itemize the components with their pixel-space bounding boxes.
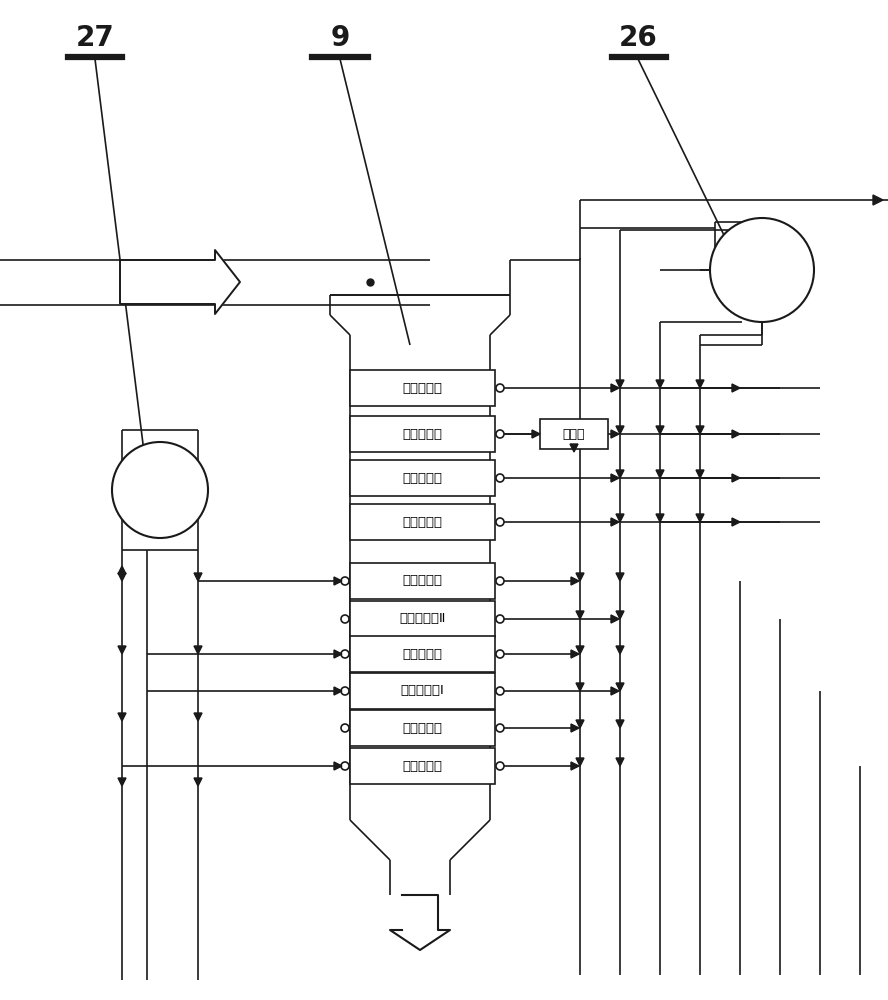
Polygon shape [571,577,579,585]
Bar [350,636,495,672]
Polygon shape [656,426,664,434]
Text: 中压省煤器Ⅰ: 中压省煤器Ⅰ [400,684,444,698]
Bar [540,419,608,449]
Polygon shape [616,611,624,619]
Polygon shape [732,430,740,438]
Polygon shape [611,474,619,482]
Circle shape [496,724,504,732]
Polygon shape [194,713,202,721]
Text: 26: 26 [619,24,657,52]
Polygon shape [334,762,342,770]
Polygon shape [732,384,740,392]
Bar [350,710,495,746]
Text: 中压省煤器Ⅱ: 中压省煤器Ⅱ [400,612,446,626]
Polygon shape [616,470,624,478]
Circle shape [496,650,504,658]
Circle shape [496,577,504,585]
Polygon shape [571,762,579,770]
Polygon shape [194,646,202,654]
Polygon shape [696,514,704,522]
Circle shape [341,577,349,585]
Polygon shape [576,758,584,766]
Text: 一级过热器: 一级过热器 [402,428,442,440]
Polygon shape [732,474,740,482]
Text: 低压省煤器: 低压省煤器 [402,722,442,734]
Polygon shape [570,444,578,452]
Ellipse shape [112,442,208,538]
Text: 中压蔓发器: 中压蔓发器 [402,516,442,528]
Circle shape [496,687,504,695]
Polygon shape [118,573,126,581]
Polygon shape [571,650,579,658]
Polygon shape [616,380,624,388]
Text: 中压蔓发器: 中压蔓发器 [402,472,442,485]
Polygon shape [696,380,704,388]
Circle shape [496,474,504,482]
Polygon shape [118,566,126,574]
Circle shape [341,615,349,623]
Text: 低温省煤器: 低温省煤器 [402,760,442,772]
Polygon shape [118,713,126,721]
Polygon shape [696,470,704,478]
Polygon shape [576,683,584,691]
Bar [350,416,495,452]
Polygon shape [576,646,584,654]
Polygon shape [576,611,584,619]
Bar [350,460,495,496]
Polygon shape [611,430,619,438]
Polygon shape [656,380,664,388]
Polygon shape [873,195,883,205]
Polygon shape [616,646,624,654]
Polygon shape [616,720,624,728]
Polygon shape [732,518,740,526]
Text: 低压蔓发器: 低压蔓发器 [402,648,442,660]
Bar [350,370,495,406]
Polygon shape [611,615,619,623]
Circle shape [496,384,504,392]
Polygon shape [611,384,619,392]
Polygon shape [616,758,624,766]
Text: 二级过热器: 二级过热器 [402,381,442,394]
Circle shape [496,615,504,623]
Bar [350,673,495,709]
Polygon shape [334,577,342,585]
Polygon shape [120,250,240,314]
Polygon shape [334,687,342,695]
Polygon shape [194,573,202,581]
Circle shape [341,724,349,732]
Bar [350,601,495,637]
Polygon shape [334,650,342,658]
Polygon shape [118,646,126,654]
Text: 减温器: 减温器 [563,428,585,440]
Circle shape [341,650,349,658]
Circle shape [341,762,349,770]
Polygon shape [576,720,584,728]
Polygon shape [118,778,126,786]
Polygon shape [576,573,584,581]
Polygon shape [616,573,624,581]
Polygon shape [532,430,540,438]
Circle shape [496,430,504,438]
Circle shape [341,687,349,695]
Bar [350,563,495,599]
Polygon shape [571,724,579,732]
Polygon shape [611,518,619,526]
Text: 低压过热器: 低压过热器 [402,574,442,587]
Polygon shape [696,426,704,434]
Polygon shape [616,426,624,434]
Polygon shape [194,778,202,786]
Polygon shape [390,895,450,950]
Polygon shape [616,514,624,522]
Polygon shape [611,687,619,695]
Bar [350,504,495,540]
Polygon shape [656,514,664,522]
Circle shape [496,762,504,770]
Circle shape [496,518,504,526]
Ellipse shape [710,218,814,322]
Text: 27: 27 [75,24,115,52]
Text: 9: 9 [330,24,350,52]
Polygon shape [656,470,664,478]
Bar [350,748,495,784]
Polygon shape [616,683,624,691]
